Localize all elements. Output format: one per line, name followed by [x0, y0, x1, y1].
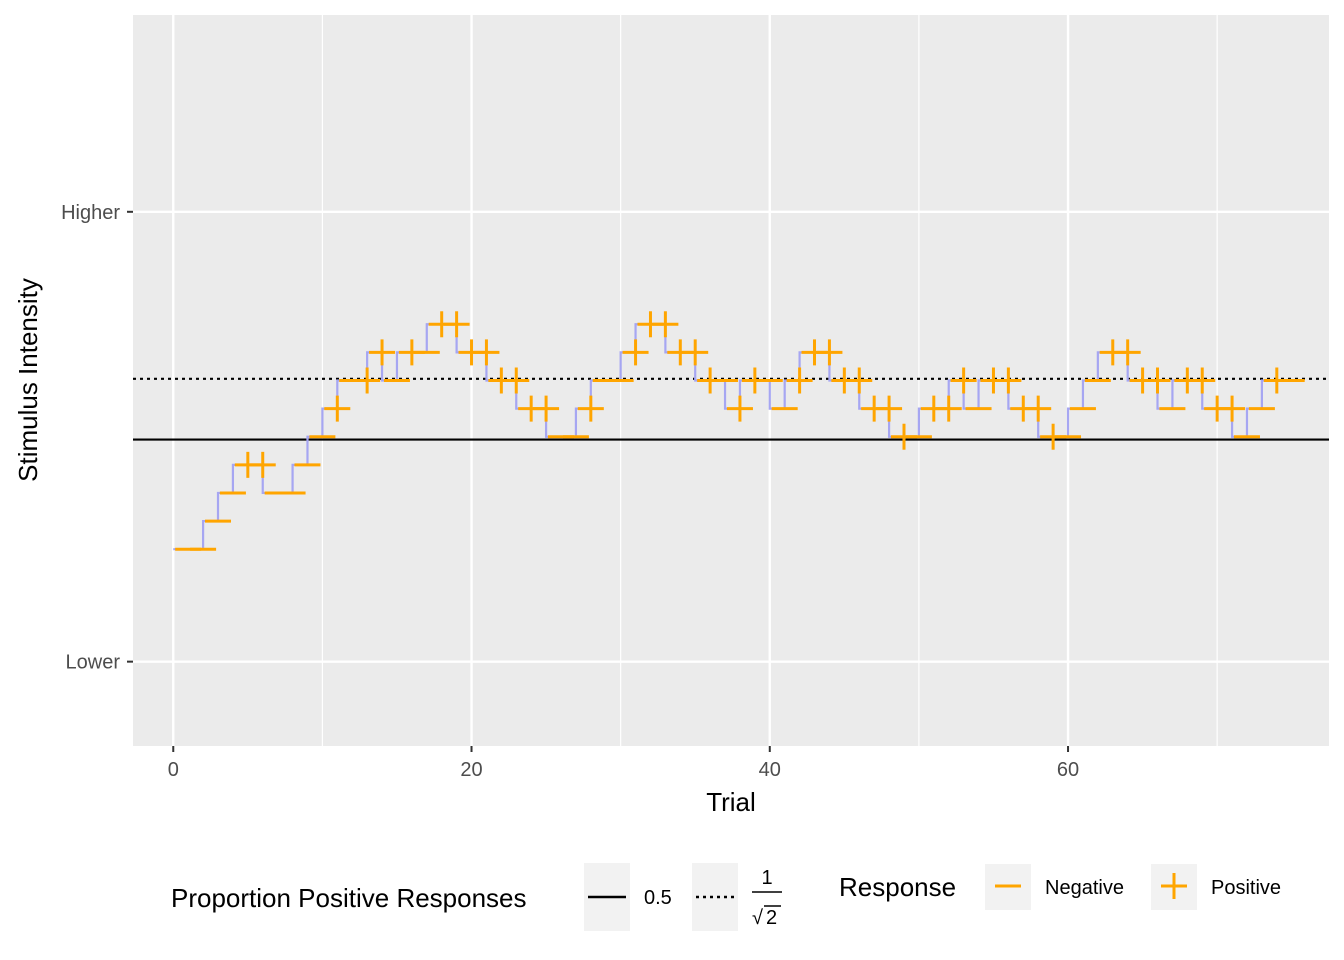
- marker-positive: [369, 339, 396, 366]
- x-axis: 0 20 40 60: [168, 746, 1079, 781]
- reference-lines: [133, 377, 1329, 441]
- legend-key-dotted-bg: [692, 863, 738, 931]
- x-axis-label: Trial: [706, 787, 756, 817]
- marker-positive: [1114, 339, 1141, 366]
- marker-positive: [876, 395, 903, 422]
- response-markers: [175, 311, 1305, 551]
- marker-positive: [354, 367, 381, 394]
- marker-positive: [324, 395, 351, 422]
- y-axis: Lower Higher: [61, 202, 133, 674]
- marker-positive: [1025, 395, 1052, 422]
- x-tick-label: 60: [1057, 759, 1079, 781]
- legend-label-positive: Positive: [1211, 877, 1281, 899]
- marker-positive: [249, 451, 276, 478]
- marker-positive: [443, 311, 470, 338]
- x-tick-label: 40: [759, 759, 781, 781]
- marker-positive: [533, 395, 560, 422]
- x-tick-label: 0: [168, 759, 179, 781]
- marker-positive: [1144, 367, 1171, 394]
- marker-positive: [503, 367, 530, 394]
- marker-positive: [786, 367, 813, 394]
- legend-label-negative: Negative: [1045, 877, 1124, 899]
- marker-positive: [950, 367, 977, 394]
- legend-title-proportion: Proportion Positive Responses: [171, 883, 527, 913]
- legend-label-0-5: 0.5: [644, 887, 672, 909]
- marker-positive: [1219, 395, 1246, 422]
- legend-label-denominator: 2: [766, 907, 777, 929]
- y-axis-label: Stimulus Intensity: [13, 278, 43, 482]
- x-tick-label: 20: [460, 759, 482, 781]
- marker-positive: [995, 367, 1022, 394]
- legend-title-response: Response: [839, 872, 956, 902]
- y-tick-label: Lower: [66, 652, 121, 674]
- marker-positive: [846, 367, 873, 394]
- y-tick-label: Higher: [61, 202, 120, 224]
- marker-positive: [726, 395, 753, 422]
- marker-positive: [682, 339, 709, 366]
- marker-positive: [577, 395, 604, 422]
- marker-positive: [652, 311, 679, 338]
- legend-label-sqrt-icon: √: [752, 907, 763, 929]
- legend-label-numerator: 1: [761, 867, 772, 889]
- marker-positive: [935, 395, 962, 422]
- grid-major: [133, 15, 1329, 746]
- marker-positive: [622, 339, 649, 366]
- marker-positive: [816, 339, 843, 366]
- legend: Proportion Positive Responses 0.5 1 √ 2 …: [171, 863, 1281, 931]
- marker-positive: [473, 339, 500, 366]
- marker-positive: [1189, 367, 1216, 394]
